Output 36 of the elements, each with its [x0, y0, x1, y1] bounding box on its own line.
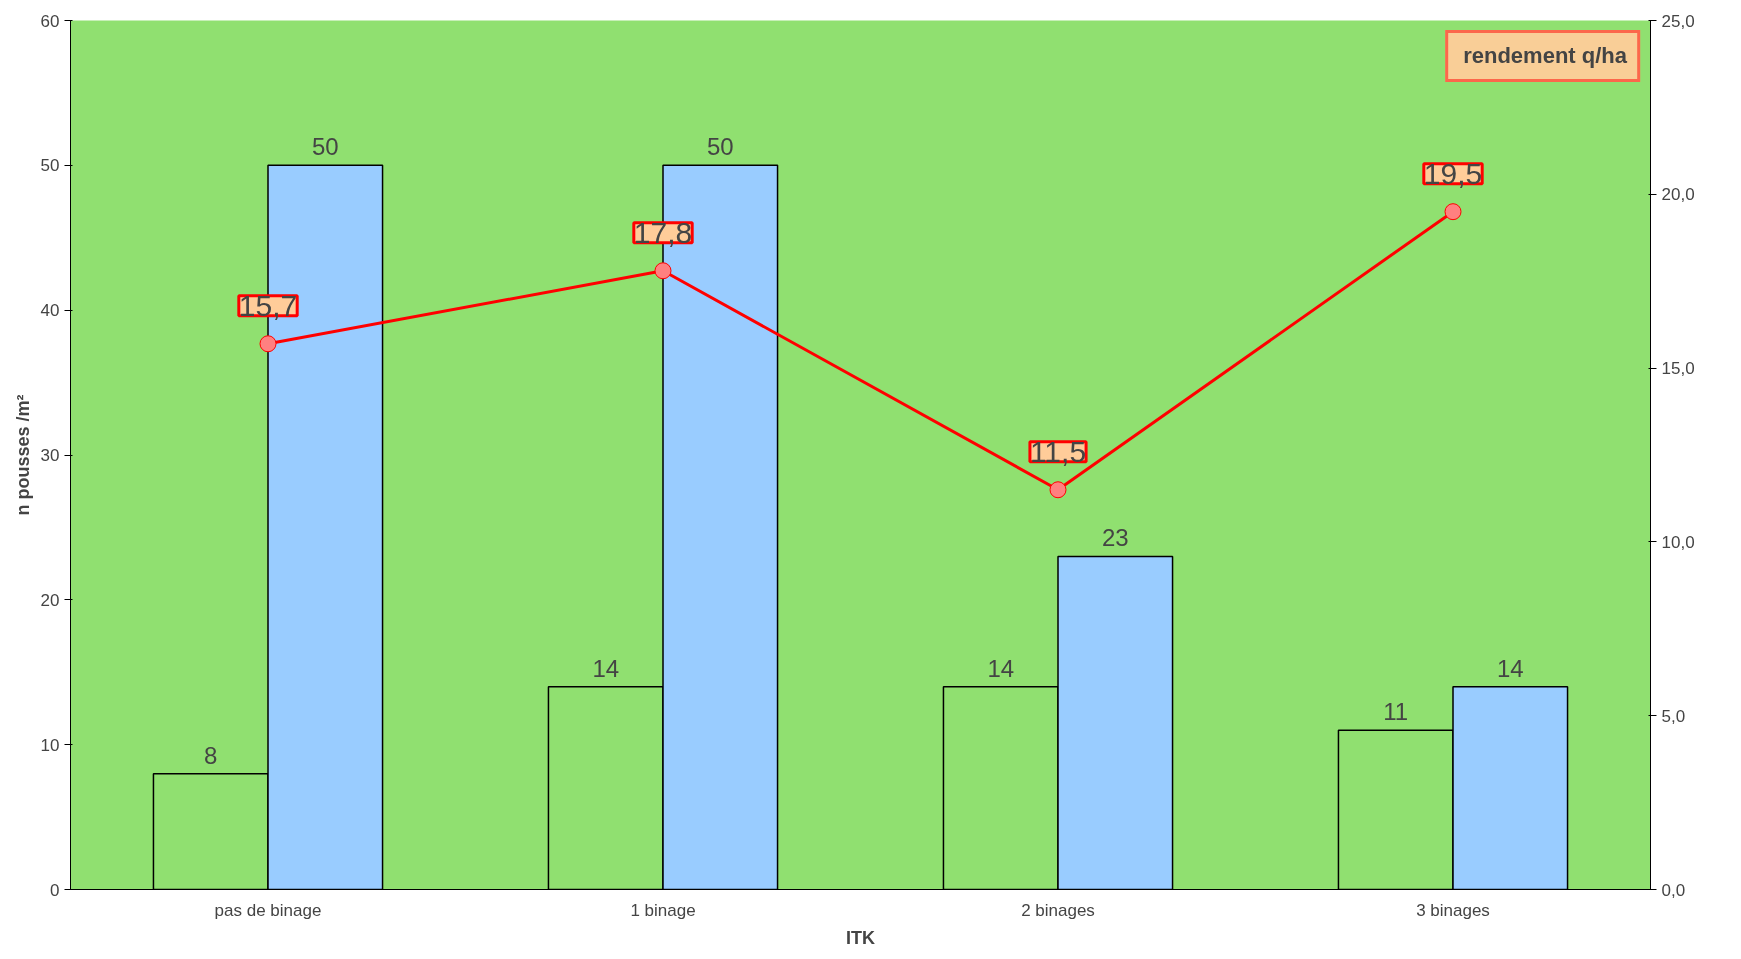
data-label: 50 — [311, 133, 339, 161]
data-label: 14 — [987, 654, 1015, 682]
data-label: 17,8 — [633, 215, 693, 249]
x-tick-label: 2 binages — [1021, 900, 1095, 920]
y-tick-label: 20 — [40, 590, 60, 610]
x-axis-title: ITK — [846, 927, 875, 948]
y2-tick-label: 10,0 — [1661, 532, 1695, 552]
data-label: 11 — [1383, 698, 1409, 726]
x-tick-label: 3 binages — [1416, 900, 1490, 920]
data-label: 23 — [1101, 524, 1129, 552]
y2-tick-label: 25,0 — [1661, 11, 1695, 31]
data-label: 15,7 — [238, 288, 298, 322]
data-label: 19,5 — [1423, 156, 1483, 190]
point — [654, 262, 672, 280]
x-tick-label: pas de binage — [214, 900, 322, 920]
point — [259, 335, 277, 353]
text: rendement q/ha — [1463, 43, 1627, 69]
y2-tick-label: 20,0 — [1661, 185, 1695, 205]
y-tick-label: 50 — [40, 156, 60, 176]
data-label: 14 — [1496, 654, 1524, 682]
data-label: 11,5 — [1029, 434, 1087, 468]
point — [1049, 481, 1067, 499]
point — [1444, 203, 1462, 221]
data-label: 14 — [592, 654, 620, 682]
x-tick-label: 1 binage — [630, 900, 696, 920]
y2-tick-label: 5,0 — [1661, 706, 1686, 726]
data-label: 8 — [204, 741, 218, 769]
y2-tick-label: 0,0 — [1661, 880, 1686, 900]
y-axis-title: n pousses /m² — [12, 394, 33, 516]
y-tick-label: 0 — [50, 880, 60, 900]
y2-tick-label: 15,0 — [1661, 359, 1695, 379]
y-tick-label: 60 — [40, 11, 60, 31]
data-label: 50 — [706, 133, 734, 161]
y-tick-label: 10 — [40, 735, 60, 755]
y-tick-label: 40 — [40, 301, 60, 321]
y-tick-label: 30 — [40, 446, 60, 465]
